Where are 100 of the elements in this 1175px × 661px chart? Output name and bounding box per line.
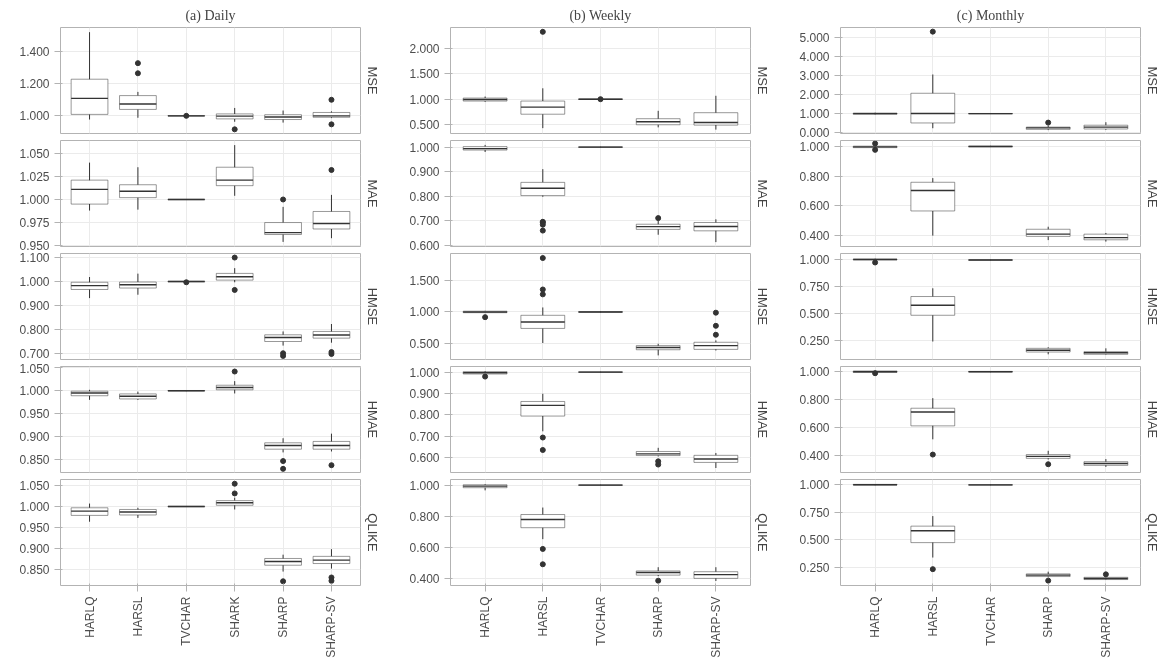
x-tick-label: TVCHAR [593, 596, 608, 646]
x-tick-label: SHARP [1041, 596, 1056, 638]
y-tick-label: 0.600 [409, 238, 440, 253]
y-axis-title: HMAE [1144, 400, 1160, 439]
y-tick-label: 0.800 [799, 393, 830, 408]
y-tick-label: 0.850 [19, 563, 50, 578]
y-tick-label: 0.800 [409, 509, 440, 524]
y-tick-label: 0.500 [799, 533, 830, 548]
y-tick-label: 0.700 [19, 347, 50, 361]
x-tick-label: SHARP-SV [708, 596, 723, 658]
y-tick-label: 1.000 [19, 192, 50, 207]
y-tick-label: 1.500 [409, 274, 440, 289]
y-tick-label: 1.000 [409, 365, 440, 380]
y-tick-label: 1.000 [799, 365, 830, 380]
y-axis-title: HMSE [364, 287, 380, 326]
y-tick-label: 0.800 [409, 408, 440, 423]
x-tick-label: SHARP-SV [1098, 596, 1113, 658]
y-axis-title: QLIKE [1144, 513, 1160, 552]
y-tick-label: 0.900 [409, 165, 440, 180]
x-tick-label: HARSL [535, 596, 550, 637]
y-axis-title: HMSE [1144, 287, 1160, 326]
y-tick-label: 0.850 [19, 452, 50, 467]
y-tick-label: 1.000 [799, 252, 830, 267]
y-tick-label: 0.500 [409, 117, 440, 132]
y-tick-label: 1.000 [409, 305, 440, 320]
y-tick-label: 2.000 [799, 88, 830, 103]
y-tick-label: 1.000 [19, 384, 50, 399]
chart-title: (b) Weekly [569, 7, 632, 24]
x-tick-label: SHARP [276, 596, 291, 638]
x-tick-label: HARLQ [82, 596, 97, 638]
y-tick-label: 0.975 [19, 216, 50, 231]
y-tick-label: 0.700 [409, 429, 440, 444]
chart-title: (c) Monthly [956, 7, 1025, 24]
y-tick-label: 1.000 [799, 139, 830, 154]
y-tick-label: 0.600 [409, 451, 440, 466]
y-tick-label: 0.600 [799, 199, 830, 214]
y-tick-label: 0.250 [799, 334, 830, 349]
y-axis-title: MAE [1144, 179, 1160, 208]
y-tick-label: 1.050 [19, 478, 50, 493]
y-tick-label: 1.050 [19, 146, 50, 161]
x-tick-label: HARLQ [478, 596, 493, 638]
y-axis-title: MSE [754, 66, 770, 95]
y-axis-title: MAE [754, 179, 770, 208]
y-tick-label: 0.700 [409, 214, 440, 229]
y-tick-label: 0.750 [799, 505, 830, 520]
x-tick-label: SHARK [227, 596, 242, 638]
y-axis-title: MAE [364, 179, 380, 208]
x-tick-label: TVCHAR [983, 596, 998, 646]
y-tick-label: 1.200 [19, 77, 50, 92]
x-tick-label: SHARP-SV [324, 596, 339, 658]
y-tick-label: 3.000 [799, 68, 830, 83]
y-axis-title: QLIKE [754, 513, 770, 552]
y-tick-label: 0.950 [19, 239, 50, 254]
y-axis-title: MSE [364, 66, 380, 95]
y-tick-label: 1.000 [409, 92, 440, 107]
y-tick-label: 0.600 [799, 421, 830, 436]
y-tick-label: 1.025 [19, 169, 50, 184]
y-tick-label: 4.000 [799, 49, 830, 64]
x-tick-label: TVCHAR [179, 596, 194, 646]
x-tick-label: HARLQ [868, 596, 883, 638]
y-axis-title: QLIKE [364, 513, 380, 552]
y-tick-label: 0.600 [409, 540, 440, 555]
y-tick-label: 0.400 [799, 449, 830, 464]
y-tick-label: 1.050 [19, 361, 50, 376]
y-tick-label: 0.400 [799, 229, 830, 244]
y-axis-title: HMAE [754, 400, 770, 439]
y-tick-label: 0.000 [799, 126, 830, 141]
y-tick-label: 0.400 [409, 571, 440, 586]
y-tick-label: 2.000 [409, 42, 440, 57]
x-tick-label: HARSL [925, 596, 940, 637]
y-tick-label: 0.900 [19, 299, 50, 314]
y-tick-label: 1.000 [19, 500, 50, 515]
y-tick-label: 0.900 [19, 542, 50, 557]
x-tick-label: HARSL [130, 596, 145, 637]
y-tick-label: 0.500 [409, 336, 440, 351]
y-tick-label: 0.800 [409, 189, 440, 204]
y-tick-label: 0.750 [799, 280, 830, 295]
y-tick-label: 0.950 [19, 407, 50, 422]
y-axis-title: HMAE [364, 400, 380, 439]
chart-title: (a) Daily [185, 7, 236, 24]
y-tick-label: 0.900 [409, 387, 440, 402]
y-tick-label: 5.000 [799, 30, 830, 45]
y-tick-label: 0.950 [19, 521, 50, 536]
y-tick-label: 1.000 [799, 107, 830, 122]
y-tick-label: 1.100 [19, 251, 50, 266]
y-tick-label: 1.000 [19, 275, 50, 290]
y-tick-label: 1.500 [409, 67, 440, 82]
y-tick-label: 0.900 [19, 429, 50, 444]
y-tick-label: 0.800 [19, 323, 50, 338]
y-tick-label: 1.000 [409, 140, 440, 155]
y-tick-label: 0.250 [799, 561, 830, 576]
y-tick-label: 1.000 [409, 478, 440, 493]
y-axis-title: MSE [1144, 66, 1160, 95]
y-axis-title: HMSE [754, 287, 770, 326]
y-tick-label: 0.500 [799, 307, 830, 322]
y-tick-label: 0.800 [799, 169, 830, 184]
y-tick-label: 1.400 [19, 45, 50, 60]
y-tick-label: 1.000 [19, 109, 50, 124]
x-tick-label: SHARP [651, 596, 666, 638]
y-tick-label: 1.000 [799, 478, 830, 493]
